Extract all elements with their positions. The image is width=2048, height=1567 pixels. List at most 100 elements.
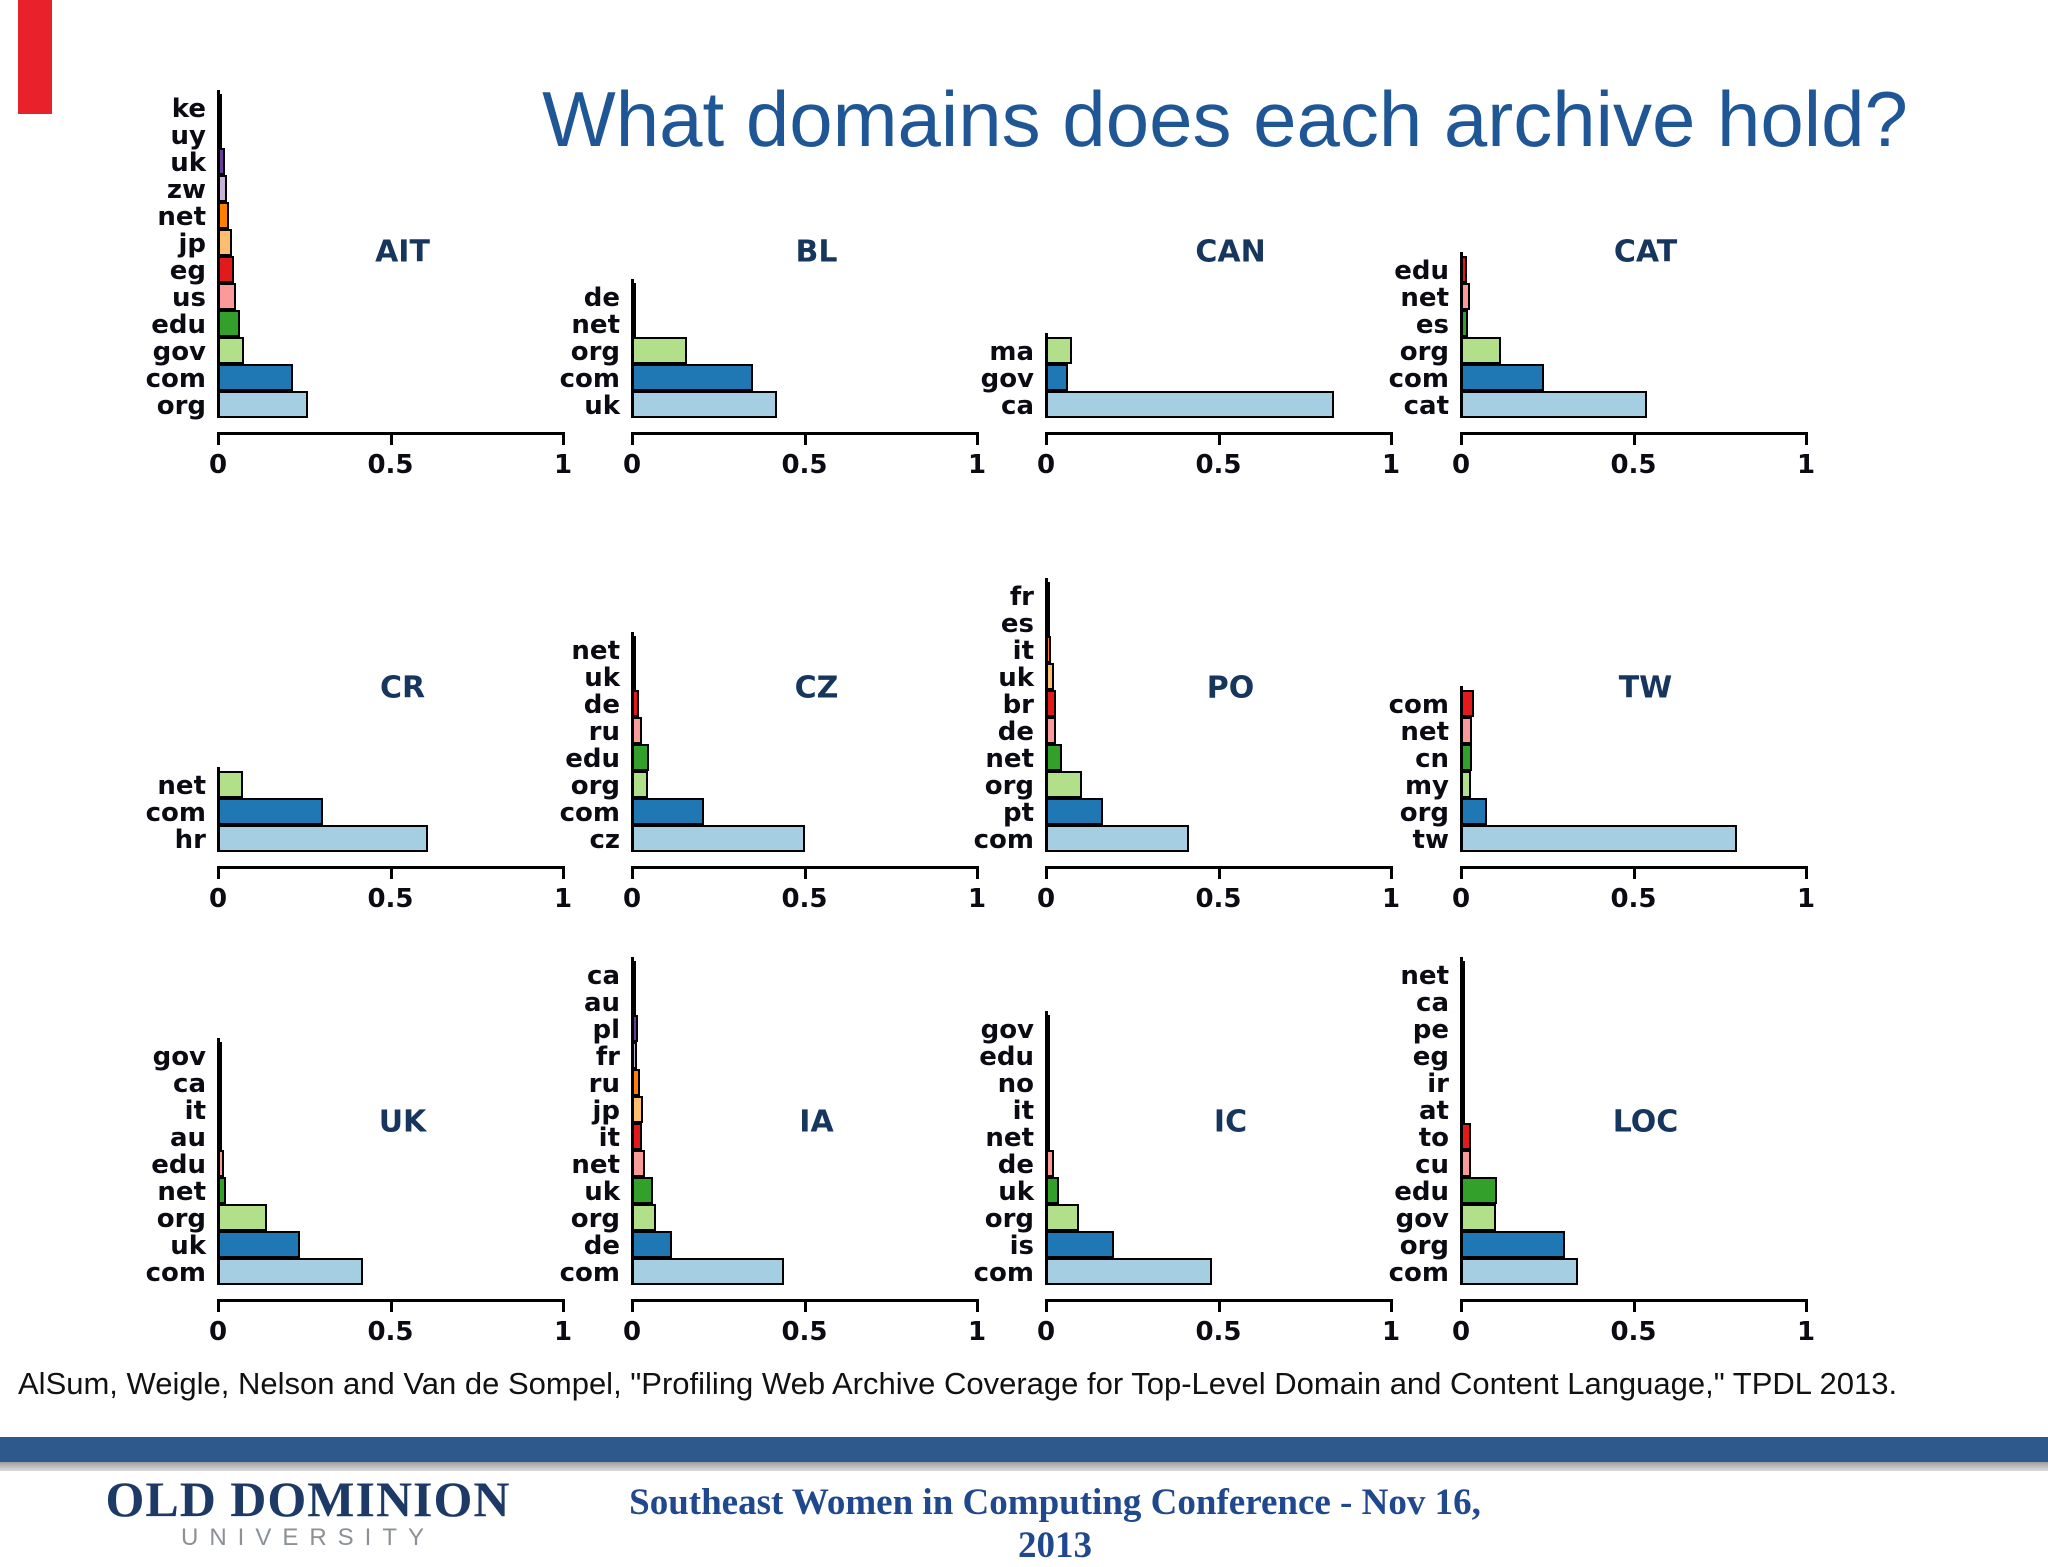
bar-CAT-es bbox=[1461, 310, 1468, 337]
label-PO-fr: fr bbox=[1009, 582, 1034, 612]
x-tick-label-CAN-1: 1 bbox=[1381, 450, 1401, 480]
x-tick-label-BL-1: 1 bbox=[967, 450, 987, 480]
citation-text: AlSum, Weigle, Nelson and Van de Sompel,… bbox=[18, 1366, 1898, 1401]
bar-TW-net bbox=[1461, 717, 1472, 744]
x-tick-label-CAN-0: 0 bbox=[1036, 450, 1056, 480]
bar-TW-cn bbox=[1461, 744, 1472, 771]
bar-CR-hr bbox=[218, 825, 428, 852]
label-TW-net: net bbox=[1400, 717, 1449, 747]
bar-LOC-eg bbox=[1461, 1042, 1465, 1069]
bar-PO-pt bbox=[1046, 798, 1103, 825]
chart-title-BL: BL bbox=[795, 234, 838, 270]
label-AIT-jp: jp bbox=[178, 229, 206, 259]
x-tick-LOC-1 bbox=[1805, 1299, 1808, 1312]
x-tick-IA-0 bbox=[631, 1299, 634, 1312]
x-tick-CAN-0.5 bbox=[1217, 432, 1221, 445]
bar-UK-com bbox=[218, 1258, 363, 1285]
x-tick-AIT-0 bbox=[217, 432, 220, 445]
label-TW-my: my bbox=[1404, 771, 1449, 801]
x-tick-label-PO-1: 1 bbox=[1381, 884, 1401, 914]
bar-CZ-uk bbox=[632, 663, 636, 690]
chart-title-PO: PO bbox=[1206, 670, 1255, 706]
label-IC-org: org bbox=[984, 1204, 1034, 1234]
label-PO-br: br bbox=[1002, 690, 1034, 720]
label-AIT-uk: uk bbox=[170, 148, 206, 178]
bar-AIT-org bbox=[218, 391, 308, 418]
x-tick-label-CAT-0: 0 bbox=[1451, 450, 1471, 480]
bar-UK-au bbox=[218, 1123, 222, 1150]
bar-LOC-at bbox=[1461, 1096, 1465, 1123]
bar-LOC-com bbox=[1461, 1258, 1578, 1285]
chart-title-IA: IA bbox=[799, 1104, 834, 1140]
label-IA-pl: pl bbox=[592, 1015, 620, 1045]
chart-title-UK: UK bbox=[378, 1104, 427, 1140]
x-tick-UK-1 bbox=[562, 1299, 565, 1312]
label-IC-com: com bbox=[973, 1258, 1034, 1288]
label-IA-it: it bbox=[598, 1123, 620, 1153]
bar-UK-uk bbox=[218, 1231, 300, 1258]
charts-grid: AIT ke uy uk zw net jp eg us edu gov com org 0 0.5 1 BL d… bbox=[145, 90, 1816, 1347]
bar-IA-org bbox=[632, 1204, 656, 1231]
label-IA-org: org bbox=[570, 1204, 620, 1234]
bar-AIT-gov bbox=[218, 337, 244, 364]
label-AIT-org: org bbox=[156, 391, 206, 421]
divider-shadow bbox=[0, 1462, 2048, 1471]
bar-CR-net bbox=[218, 771, 243, 798]
label-AIT-net: net bbox=[157, 202, 206, 232]
label-UK-net: net bbox=[157, 1177, 206, 1207]
bar-TW-com bbox=[1461, 690, 1474, 717]
x-tick-CAT-0 bbox=[1460, 432, 1463, 445]
bar-PO-es bbox=[1046, 609, 1050, 636]
bar-IA-com bbox=[632, 1258, 784, 1285]
label-IC-uk: uk bbox=[998, 1177, 1034, 1207]
label-CR-hr: hr bbox=[174, 825, 206, 855]
x-tick-CR-0.5 bbox=[389, 866, 393, 879]
label-UK-it: it bbox=[184, 1096, 206, 1126]
x-tick-label-CAT-1: 1 bbox=[1796, 450, 1816, 480]
bar-LOC-to bbox=[1461, 1123, 1471, 1150]
bar-CAT-edu bbox=[1461, 256, 1467, 283]
label-PO-de: de bbox=[997, 717, 1034, 747]
bar-CZ-cz bbox=[632, 825, 805, 852]
bar-BL-net bbox=[632, 310, 636, 337]
label-TW-tw: tw bbox=[1412, 825, 1449, 855]
bar-AIT-eg bbox=[218, 256, 234, 283]
bar-AIT-com bbox=[218, 364, 293, 391]
bar-IA-ca bbox=[632, 961, 636, 988]
label-TW-org: org bbox=[1399, 798, 1449, 828]
bar-LOC-ir bbox=[1461, 1069, 1465, 1096]
x-tick-label-BL-0: 0 bbox=[622, 450, 642, 480]
x-tick-CZ-0.5 bbox=[803, 866, 807, 879]
bar-PO-br bbox=[1046, 690, 1056, 717]
bar-LOC-ca bbox=[1461, 988, 1465, 1015]
bar-CZ-org bbox=[632, 771, 648, 798]
x-tick-label-IC-0: 0 bbox=[1036, 1317, 1056, 1347]
label-AIT-us: us bbox=[172, 283, 206, 313]
bar-CZ-net bbox=[632, 636, 636, 663]
x-tick-AIT-0.5 bbox=[389, 432, 393, 445]
bar-IA-it bbox=[632, 1123, 642, 1150]
bar-CAT-com bbox=[1461, 364, 1544, 391]
label-IA-fr: fr bbox=[595, 1042, 620, 1072]
x-tick-label-PO-0.5: 0.5 bbox=[1195, 884, 1242, 914]
label-LOC-net: net bbox=[1400, 961, 1449, 991]
bar-IC-edu bbox=[1046, 1042, 1050, 1069]
label-IC-no: no bbox=[997, 1069, 1034, 1099]
bar-CZ-ru bbox=[632, 717, 642, 744]
bar-CAN-ca bbox=[1046, 391, 1334, 418]
bar-BL-de bbox=[632, 283, 636, 310]
bar-IA-net bbox=[632, 1150, 645, 1177]
label-CAT-com: com bbox=[1388, 364, 1449, 394]
bar-IC-com bbox=[1046, 1258, 1212, 1285]
x-tick-CAN-0 bbox=[1045, 432, 1048, 445]
chart-title-CAN: CAN bbox=[1195, 234, 1266, 270]
x-tick-PO-1 bbox=[1390, 866, 1393, 879]
label-UK-com: com bbox=[145, 1258, 206, 1288]
x-tick-BL-0.5 bbox=[803, 432, 807, 445]
label-PO-net: net bbox=[985, 744, 1034, 774]
x-tick-label-CR-1: 1 bbox=[553, 884, 573, 914]
chart-title-IC: IC bbox=[1213, 1104, 1248, 1140]
label-UK-au: au bbox=[169, 1123, 206, 1153]
label-CAN-ma: ma bbox=[989, 337, 1034, 367]
x-tick-label-LOC-0: 0 bbox=[1451, 1317, 1471, 1347]
